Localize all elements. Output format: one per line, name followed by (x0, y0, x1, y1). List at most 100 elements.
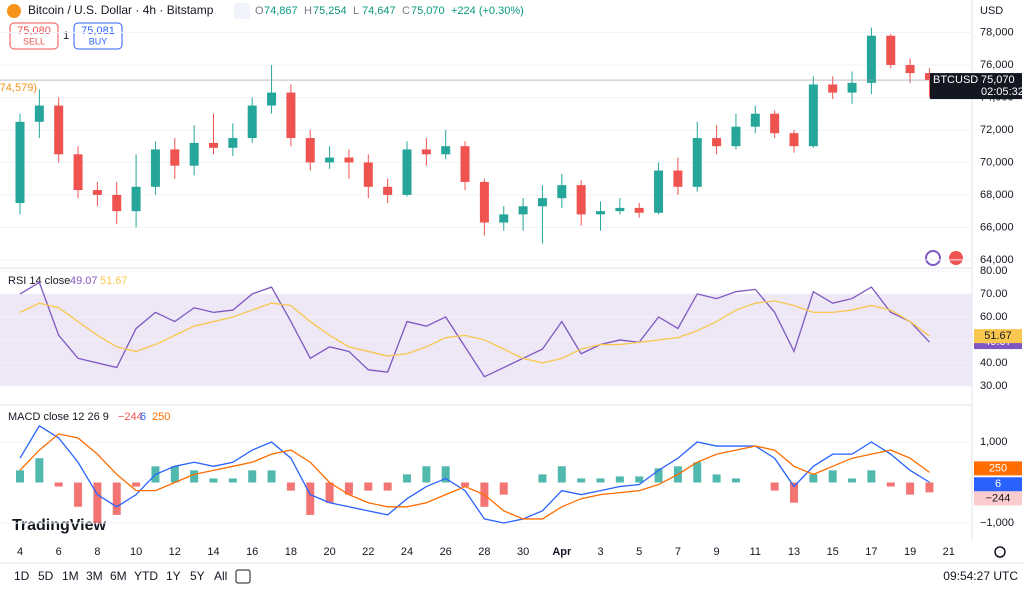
coin-icon (7, 4, 21, 18)
candle-body (305, 138, 315, 163)
candle-body (170, 149, 180, 166)
candle-body (383, 186, 393, 195)
ohlc-value: 74,867 (264, 5, 298, 17)
range-button[interactable]: 1D (14, 569, 30, 583)
candle-body (847, 82, 857, 93)
candle-body (557, 185, 567, 199)
candle-body (421, 149, 431, 155)
histogram-bar (441, 466, 450, 483)
candle-body (189, 142, 199, 166)
sell-button[interactable] (9, 22, 59, 50)
range-button[interactable]: 5D (38, 569, 54, 583)
candle-body (789, 133, 799, 147)
last-value-tag: −244 (986, 492, 1011, 504)
histogram-bar (267, 470, 276, 483)
x-tick-label: 3 (597, 546, 603, 558)
x-tick-label: 30 (517, 546, 529, 558)
range-button[interactable]: 5Y (190, 569, 205, 583)
candle-body (615, 207, 625, 212)
eye-icon[interactable] (234, 3, 250, 19)
range-button[interactable]: All (214, 569, 227, 583)
legend-value: 250 (152, 411, 170, 423)
x-tick-label: 7 (675, 546, 681, 558)
y-tick-label: 60.00 (980, 311, 1008, 323)
x-tick-label: Apr (552, 546, 572, 558)
candle-body (286, 92, 296, 139)
histogram-bar (74, 482, 83, 507)
candle-body (692, 138, 702, 187)
histogram-bar (170, 466, 179, 483)
x-tick-label: 9 (714, 546, 720, 558)
last-value-tag: 6 (995, 478, 1001, 490)
x-tick-label: 20 (323, 546, 335, 558)
y-tick-label: 1,000 (980, 436, 1008, 448)
histogram-bar (383, 482, 392, 491)
date-range-icon[interactable] (235, 569, 251, 584)
candle-body (325, 157, 335, 163)
candle-body (499, 214, 509, 223)
candle-body (866, 35, 876, 83)
x-tick-label: 12 (169, 546, 181, 558)
histogram-bar (538, 474, 547, 483)
buy-label: BUY (89, 36, 108, 46)
histogram-bar (209, 478, 218, 483)
x-tick-label: 16 (246, 546, 258, 558)
histogram-bar (790, 482, 798, 503)
histogram-bar (886, 482, 895, 487)
candle-body (112, 194, 122, 212)
candle-body (460, 146, 470, 182)
settings-icon[interactable] (994, 546, 1006, 558)
x-tick-label: 28 (478, 546, 490, 558)
indicator-title: MACD close 12 26 9 (8, 411, 109, 423)
candle-body (402, 149, 412, 195)
x-tick-label: 17 (865, 546, 877, 558)
event-icon[interactable] (925, 250, 941, 266)
legend-value: 6 (140, 411, 146, 423)
range-button[interactable]: 6M (110, 569, 127, 583)
y-tick-label: 64,000 (980, 254, 1014, 266)
histogram-bar (809, 474, 818, 483)
x-tick-label: 22 (362, 546, 374, 558)
candle-body (886, 35, 896, 65)
histogram-bar (35, 458, 44, 483)
ohlc-value: 74,647 (362, 5, 396, 17)
range-button[interactable]: 1Y (166, 569, 181, 583)
histogram-bar (344, 482, 353, 495)
candle-body (73, 154, 83, 191)
x-tick-label: 10 (130, 546, 142, 558)
candle-body (828, 84, 838, 93)
logo: TradingView (12, 517, 107, 534)
histogram-bar (925, 482, 934, 493)
symbol-title: Bitcoin / U.S. Dollar · 4h · Bitstamp (28, 3, 214, 17)
range-button[interactable]: YTD (134, 569, 158, 583)
rsi-line (19, 300, 930, 364)
histogram-bar (403, 474, 411, 483)
qty: 1 (63, 30, 69, 42)
candle-body (596, 211, 605, 215)
histogram-bar (654, 468, 663, 483)
buy-button[interactable] (73, 22, 123, 50)
histogram-bar (906, 482, 915, 495)
last-price-symbol: BTCUSD (933, 74, 978, 86)
candle-body (537, 198, 547, 207)
histogram-bar (286, 482, 295, 491)
legend-value: 51.67 (100, 275, 128, 287)
y-tick-label: 72,000 (980, 124, 1014, 136)
histogram-bar (848, 478, 857, 483)
histogram-bar (499, 482, 508, 495)
candle-body (905, 64, 915, 74)
flag-icon[interactable] (949, 251, 963, 265)
change: +224 (+0.30%) (451, 5, 524, 17)
clock: 09:54:27 UTC (943, 569, 1018, 583)
candle-body (770, 113, 780, 134)
range-button[interactable]: 3M (86, 569, 103, 583)
legend-value: −244 (118, 411, 143, 423)
range-button[interactable]: 1M (62, 569, 79, 583)
x-tick-label: 26 (440, 546, 452, 558)
candle-body (518, 206, 528, 215)
x-tick-label: 6 (56, 546, 62, 558)
histogram-bar (577, 478, 586, 483)
candle-body (363, 162, 373, 187)
x-tick-label: 21 (943, 546, 955, 558)
sell-price: 75,080 (17, 25, 51, 37)
